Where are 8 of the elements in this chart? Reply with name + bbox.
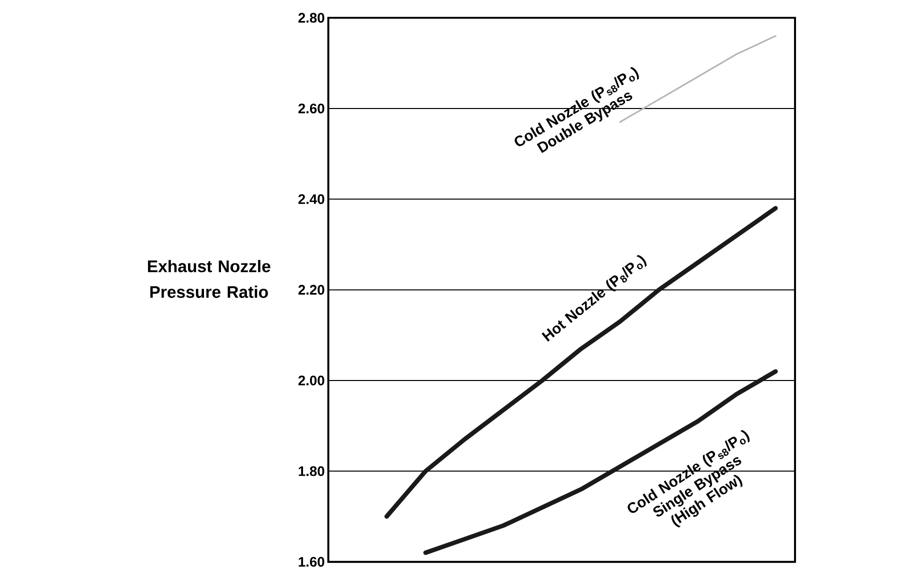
y-tick-label: 2.40 bbox=[298, 194, 324, 204]
y-tick-label: 2.00 bbox=[298, 376, 324, 386]
y-axis-title: Exhaust Nozzle Pressure Ratio bbox=[148, 260, 270, 298]
y-tick-label: 2.80 bbox=[298, 13, 324, 23]
y-tick-label: 1.80 bbox=[298, 466, 324, 476]
y-tick-label: 2.60 bbox=[298, 104, 324, 114]
y-tick-label: 2.20 bbox=[298, 285, 324, 295]
y-tick-label: 1.60 bbox=[298, 557, 324, 567]
